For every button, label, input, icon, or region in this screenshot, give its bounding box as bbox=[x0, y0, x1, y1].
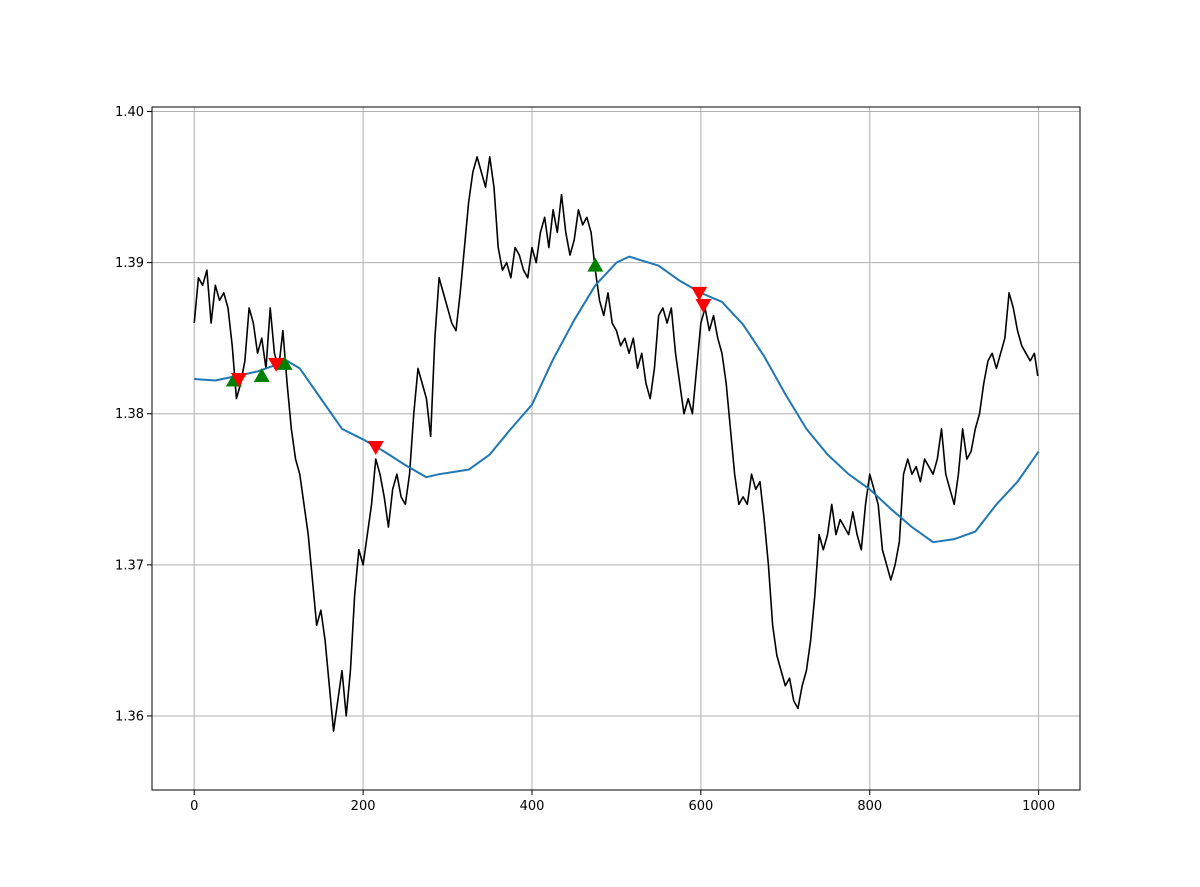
sell-marker bbox=[268, 357, 285, 372]
series-line bbox=[193, 156, 1039, 732]
x-tick-label: 400 bbox=[520, 799, 545, 814]
sell-marker bbox=[230, 372, 247, 387]
x-tick-label: 800 bbox=[857, 799, 882, 814]
y-tick-label: 1.37 bbox=[115, 558, 144, 573]
plot bbox=[193, 156, 1040, 732]
buy-marker bbox=[253, 367, 270, 382]
x-tick-label: 0 bbox=[190, 799, 198, 814]
y-tick-label: 1.38 bbox=[115, 407, 144, 422]
x-tick-label: 1000 bbox=[1022, 799, 1055, 814]
buy-marker bbox=[587, 257, 604, 272]
plot-frame bbox=[151, 106, 1081, 791]
sell-marker bbox=[695, 298, 712, 313]
sell-marker bbox=[367, 440, 384, 455]
y-tick-label: 1.39 bbox=[115, 256, 144, 271]
buy-marker bbox=[276, 355, 293, 370]
y-tick-label: 1.36 bbox=[115, 709, 144, 724]
x-tick-label: 200 bbox=[351, 799, 376, 814]
series-line bbox=[194, 255, 1040, 544]
sell-marker bbox=[691, 286, 708, 301]
x-tick-label: 600 bbox=[688, 799, 713, 814]
y-tick-label: 1.40 bbox=[115, 105, 144, 120]
